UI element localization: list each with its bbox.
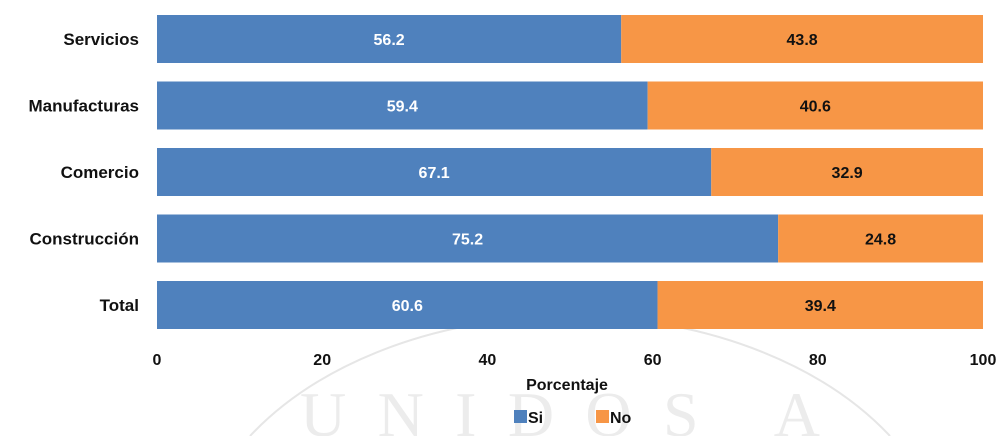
- bar-segment-no: [711, 148, 983, 196]
- data-label: 60.6: [392, 298, 423, 315]
- x-tick-label: 20: [313, 352, 331, 369]
- data-label: 75.2: [452, 232, 483, 249]
- x-tick-label: 60: [644, 352, 662, 369]
- category-label: Manufacturas: [28, 97, 139, 116]
- x-tick-label: 0: [153, 352, 162, 369]
- bar-segment-no: [647, 81, 983, 130]
- category-label: Construcción: [29, 230, 139, 249]
- bar-segment-si: [157, 281, 658, 329]
- bar-segment-si: [157, 148, 712, 196]
- data-label: 56.2: [374, 32, 405, 49]
- bar-segment-si: [157, 15, 622, 63]
- x-tick-label: 100: [970, 352, 997, 369]
- data-label: 59.4: [387, 99, 418, 116]
- bar-segment-no: [657, 281, 983, 329]
- x-axis-title: Porcentaje: [526, 377, 608, 394]
- category-label: Total: [100, 296, 139, 315]
- category-label: Comercio: [61, 163, 139, 182]
- legend-label: No: [610, 410, 632, 427]
- x-tick-label: 80: [809, 352, 827, 369]
- legend-label: Si: [528, 410, 543, 427]
- data-label: 32.9: [832, 165, 863, 182]
- bar-segment-no: [778, 214, 983, 263]
- bar-segment-no: [621, 15, 983, 63]
- data-label: 39.4: [805, 298, 836, 315]
- bar-segment-si: [157, 214, 779, 263]
- legend-swatch-no: [596, 410, 609, 423]
- category-label: Servicios: [63, 30, 139, 49]
- data-label: 24.8: [865, 232, 896, 249]
- data-label: 67.1: [419, 165, 450, 182]
- data-label: 43.8: [787, 32, 818, 49]
- data-label: 40.6: [800, 99, 831, 116]
- legend-swatch-si: [514, 410, 527, 423]
- bar-segment-si: [157, 81, 648, 130]
- x-tick-label: 40: [479, 352, 497, 369]
